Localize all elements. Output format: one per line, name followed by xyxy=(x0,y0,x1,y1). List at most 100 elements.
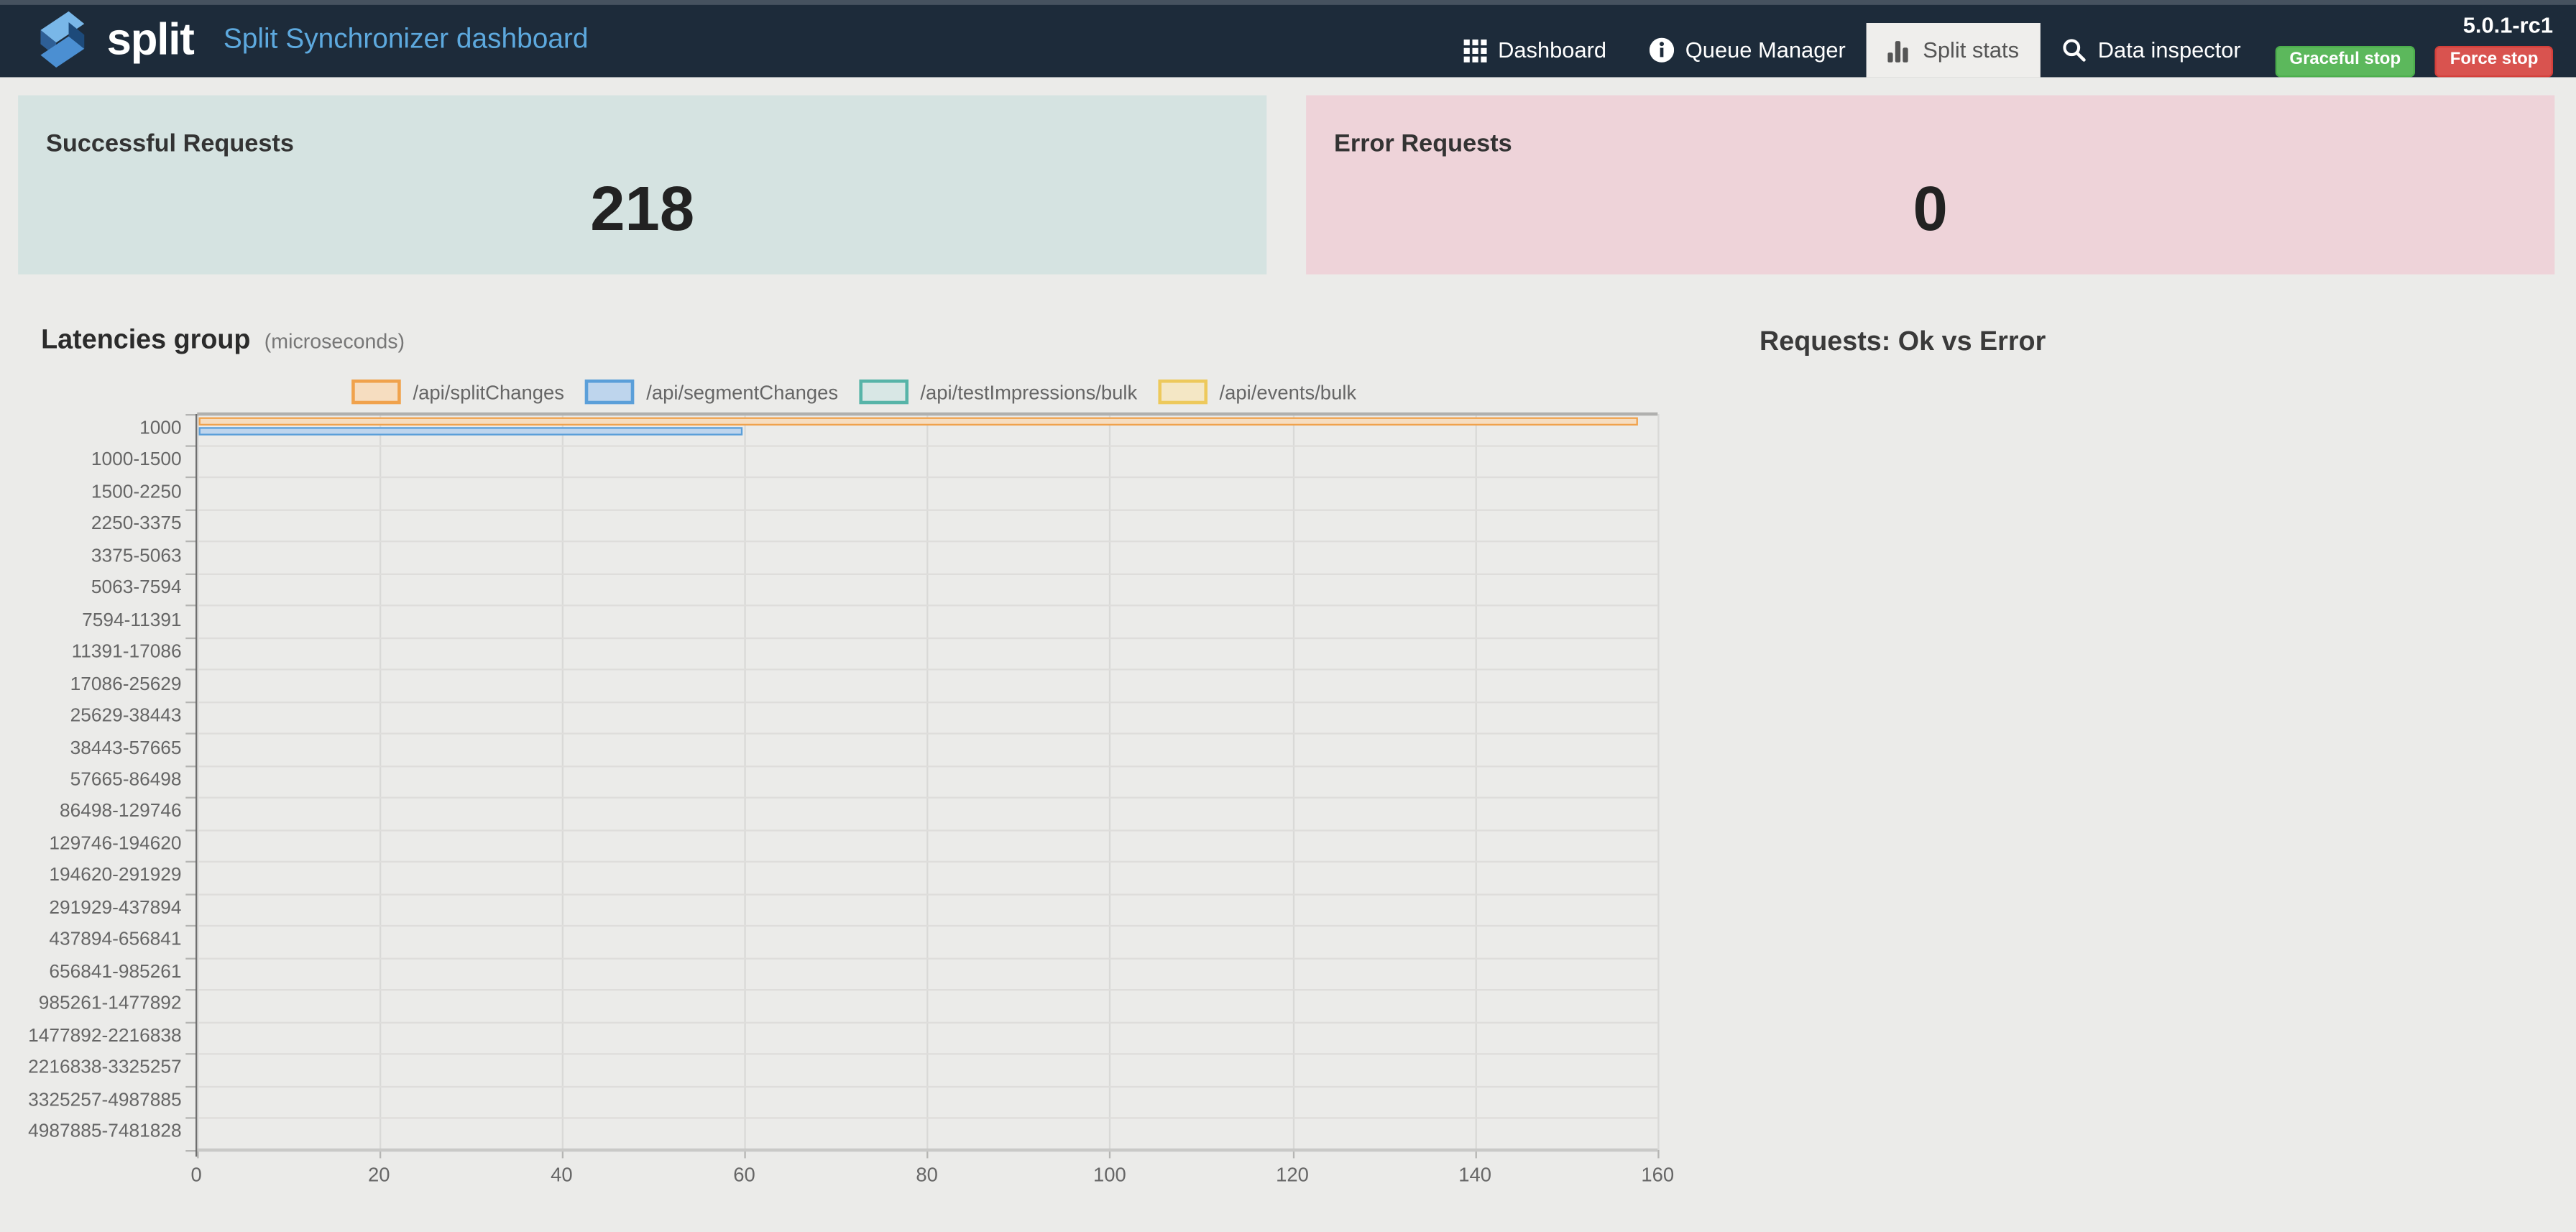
x-axis-label: 100 xyxy=(1092,1162,1126,1186)
y-tick-mark xyxy=(185,765,197,767)
version-label: 5.0.1-rc1 xyxy=(2462,13,2553,38)
y-axis-label: 3325257-4987885 xyxy=(28,1090,182,1111)
legend-item: /api/segmentChanges xyxy=(585,379,839,405)
latencies-group-units: (microseconds) xyxy=(264,330,405,354)
y-axis-label: 1500-2250 xyxy=(91,482,182,502)
y-axis-label: 291929-437894 xyxy=(49,898,182,919)
x-gridline xyxy=(379,413,381,1149)
main-nav: Dashboard Queue Manager xyxy=(1442,22,2263,78)
nav-dashboard-label: Dashboard xyxy=(1498,37,1607,63)
legend-item: /api/testImpressions/bulk xyxy=(859,379,1138,405)
y-gridline xyxy=(196,445,1658,447)
y-gridline xyxy=(196,668,1658,671)
y-gridline xyxy=(196,893,1658,895)
error-requests-value: 0 xyxy=(1913,175,1948,245)
y-tick-mark xyxy=(185,989,197,991)
chart-top-border xyxy=(196,411,1658,415)
y-axis-label: 38443-57665 xyxy=(70,738,182,758)
y-axis-label: 57665-86498 xyxy=(70,770,182,791)
x-gridline xyxy=(1109,413,1112,1149)
legend-item: /api/splitChanges xyxy=(351,379,564,405)
y-gridline xyxy=(196,541,1658,543)
y-gridline xyxy=(196,797,1658,799)
legend-label: /api/events/bulk xyxy=(1219,380,1357,404)
x-axis-label: 140 xyxy=(1458,1162,1492,1186)
successful-requests-value: 218 xyxy=(590,175,695,245)
y-tick-mark xyxy=(185,477,197,479)
brand[interactable]: split Split Synchronizer dashboard xyxy=(31,6,588,72)
y-axis-label: 17086-25629 xyxy=(70,674,182,694)
top-navbar: split Split Synchronizer dashboard Dashb… xyxy=(0,0,2576,78)
y-axis-label: 1000 xyxy=(139,418,182,438)
y-tick-mark xyxy=(185,1053,197,1055)
y-gridline xyxy=(196,477,1658,479)
legend-swatch xyxy=(1158,379,1208,405)
x-tick-mark xyxy=(926,1149,929,1158)
tab-split-stats[interactable]: Split stats xyxy=(1867,22,2041,78)
y-tick-mark xyxy=(185,733,197,735)
y-gridline xyxy=(196,1085,1658,1088)
nav-data-inspector[interactable]: Data inspector xyxy=(2041,23,2263,77)
y-axis-label: 2250-3375 xyxy=(91,514,182,535)
tab-split-stats-label: Split stats xyxy=(1923,37,2020,63)
nav-queue-manager[interactable]: Queue Manager xyxy=(1628,23,1867,77)
y-tick-mark xyxy=(185,637,197,639)
stop-buttons: Graceful stop Force stop xyxy=(2274,45,2553,77)
y-axis-label: 656841-985261 xyxy=(49,962,182,983)
y-tick-mark xyxy=(185,1021,197,1024)
grid-icon xyxy=(1463,38,1487,62)
y-axis-label: 25629-38443 xyxy=(70,706,182,727)
y-tick-mark xyxy=(185,1117,197,1119)
x-tick-mark xyxy=(196,1149,198,1158)
split-logo-icon xyxy=(40,11,85,68)
successful-requests-card: Successful Requests 218 xyxy=(18,95,1267,275)
latencies-group-title-text: Latencies group xyxy=(41,325,251,355)
legend-label: /api/segmentChanges xyxy=(646,380,839,404)
y-gridline xyxy=(196,861,1658,863)
legend-swatch xyxy=(859,379,909,405)
y-tick-mark xyxy=(185,604,197,607)
x-tick-mark xyxy=(1109,1149,1112,1158)
x-axis-line xyxy=(196,1147,1658,1151)
nav-data-inspector-label: Data inspector xyxy=(2097,37,2241,63)
page-title: Split Synchronizer dashboard xyxy=(223,22,589,55)
y-gridline xyxy=(196,925,1658,927)
x-gridline xyxy=(196,413,198,1149)
y-gridline xyxy=(196,733,1658,735)
x-gridline xyxy=(1292,413,1294,1149)
y-gridline xyxy=(196,509,1658,511)
y-tick-mark xyxy=(185,1149,197,1151)
nav-queue-manager-label: Queue Manager xyxy=(1685,37,1846,63)
x-gridline xyxy=(926,413,929,1149)
x-gridline xyxy=(1657,413,1660,1149)
y-gridline xyxy=(196,637,1658,639)
force-stop-button[interactable]: Force stop xyxy=(2435,45,2553,77)
legend-item: /api/events/bulk xyxy=(1158,379,1357,405)
y-tick-mark xyxy=(185,413,197,415)
info-circle-icon xyxy=(1649,37,1674,63)
y-axis-label: 7594-11391 xyxy=(82,610,182,630)
y-axis-label: 194620-291929 xyxy=(49,866,182,886)
bar-/api/splitChanges xyxy=(198,416,1638,426)
nav-dashboard[interactable]: Dashboard xyxy=(1442,23,1627,77)
y-axis-label: 437894-656841 xyxy=(49,930,182,951)
x-tick-mark xyxy=(744,1149,746,1158)
y-tick-mark xyxy=(185,861,197,863)
y-gridline xyxy=(196,765,1658,767)
y-axis-label: 4987885-7481828 xyxy=(28,1122,182,1143)
x-tick-mark xyxy=(1657,1149,1660,1158)
y-axis-label: 129746-194620 xyxy=(49,835,182,855)
y-axis-label: 11391-17086 xyxy=(71,642,182,663)
graceful-stop-button[interactable]: Graceful stop xyxy=(2274,45,2416,77)
y-tick-mark xyxy=(185,957,197,959)
y-gridline xyxy=(196,604,1658,607)
x-gridline xyxy=(744,413,746,1149)
x-axis-label: 20 xyxy=(367,1162,390,1186)
y-gridline xyxy=(196,701,1658,703)
successful-requests-title: Successful Requests xyxy=(45,129,294,158)
legend-label: /api/testImpressions/bulk xyxy=(920,380,1138,404)
y-tick-mark xyxy=(185,573,197,575)
y-axis-label: 3375-5063 xyxy=(91,546,182,566)
y-tick-mark xyxy=(185,541,197,543)
window-top-strip xyxy=(0,0,2576,5)
